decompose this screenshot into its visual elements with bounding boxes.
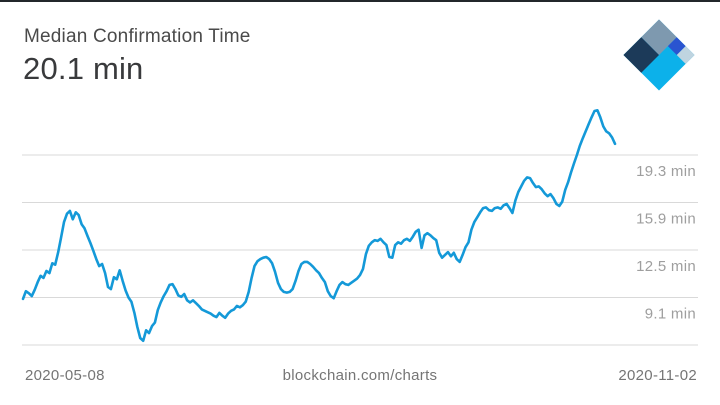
top-border: [0, 0, 720, 2]
x-axis-end-date: 2020-11-02: [618, 367, 697, 384]
logo-slate-quadrant: [641, 19, 677, 55]
logo-pale-cell: [676, 46, 695, 64]
y-tick-label: 9.1 min: [645, 306, 696, 323]
watermark-text: blockchain.com/charts: [282, 367, 438, 384]
y-tick-label: 19.3 min: [636, 163, 696, 180]
page-title: Median Confirmation Time: [24, 26, 251, 47]
y-tick-label: 15.9 min: [636, 211, 696, 228]
x-axis-start-date: 2020-05-08: [25, 367, 105, 384]
series-line: [21, 109, 617, 343]
y-tick-label: 12.5 min: [636, 258, 696, 275]
blockchain-logo-icon: [623, 19, 695, 91]
logo-royal-cell: [667, 37, 686, 55]
metric-value: 20.1 min: [23, 51, 144, 86]
logo-navy-quadrant: [623, 37, 659, 73]
